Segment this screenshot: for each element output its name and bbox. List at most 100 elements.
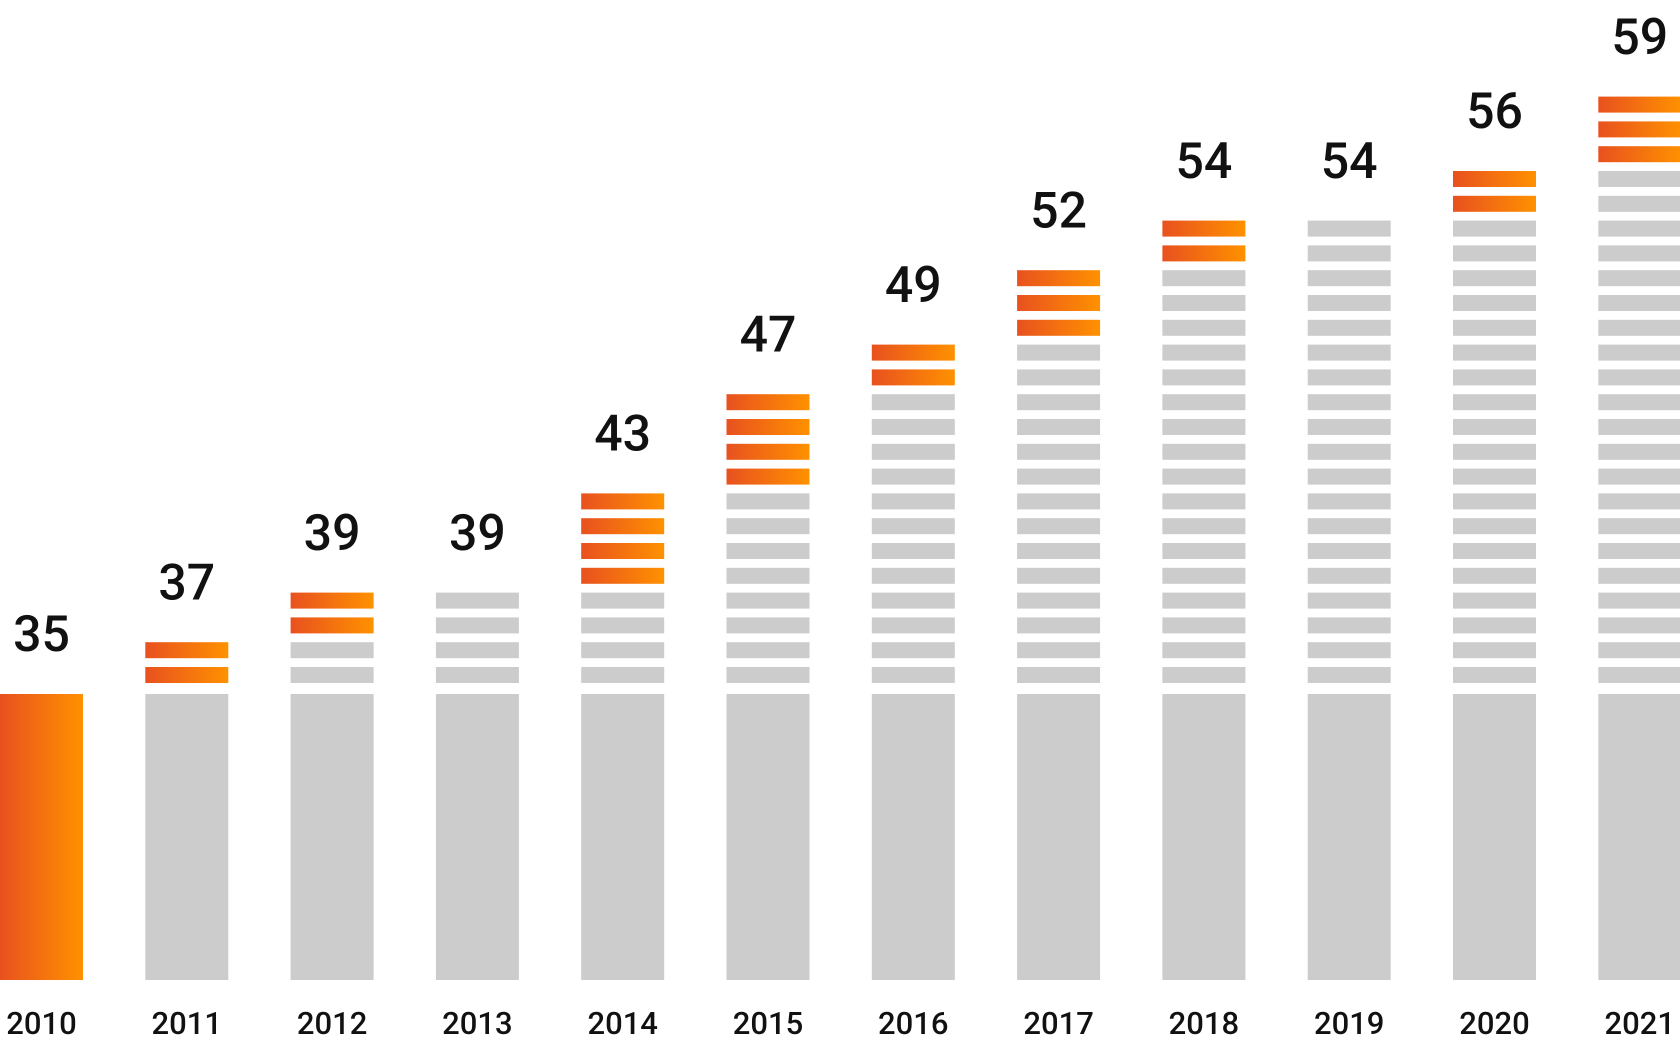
bar-stripe (1453, 295, 1536, 311)
value-label: 39 (304, 505, 361, 563)
bar-stripe (1307, 468, 1391, 485)
bar-stripe (1162, 617, 1246, 634)
bar-base (1453, 694, 1536, 980)
bar-stripe (1598, 121, 1680, 138)
value-label: 37 (158, 554, 215, 612)
bar-stripe (871, 394, 955, 411)
bar-stripe (435, 617, 519, 634)
bar-stripe (1017, 319, 1101, 336)
bar-stripe (1453, 592, 1536, 609)
x-tick-label: 2011 (152, 1005, 222, 1042)
bar-stripe (871, 443, 955, 460)
bar-stripe (1598, 592, 1680, 609)
bar-stripe (1598, 195, 1680, 212)
x-tick-label: 2015 (733, 1005, 803, 1042)
bar-stripe (1162, 567, 1246, 584)
bar-stripe (1453, 419, 1536, 435)
bar-base (145, 694, 229, 980)
bar (1162, 220, 1246, 980)
bar-stripe (1453, 270, 1536, 287)
bar-stripe (1598, 617, 1680, 634)
bar-stripe (1307, 493, 1391, 510)
bar-stripe (1307, 270, 1391, 287)
bar-stripe (1453, 344, 1536, 361)
bar-stripe (871, 543, 955, 559)
bar-stripe (1453, 369, 1536, 386)
bar-stripe (1598, 96, 1680, 113)
bar-stripe (726, 667, 810, 683)
bar-stripe (1307, 369, 1391, 386)
bar-stripe (1598, 493, 1680, 510)
bar-stripe (726, 518, 810, 535)
bar-stripe (871, 617, 955, 634)
bar (1307, 220, 1391, 980)
bar-stripe (1162, 443, 1246, 460)
bar-stripe (871, 344, 955, 361)
bar-stripe (871, 468, 955, 485)
bar-stripe (435, 592, 519, 609)
bar-stripe (1453, 220, 1536, 237)
bar-stripe (1162, 394, 1246, 411)
bar-stripe (1598, 220, 1680, 237)
bar-stripe (1017, 270, 1101, 287)
value-label: 43 (594, 406, 651, 464)
bar-stripe (726, 394, 810, 411)
bar-base (581, 694, 665, 980)
bar-stripe (1017, 667, 1101, 683)
bar-stripe (1162, 319, 1246, 336)
bar-stripe (1307, 518, 1391, 535)
bar-stripe (1162, 468, 1246, 485)
bar (726, 394, 810, 980)
bar-stripe (1307, 344, 1391, 361)
bar-stripe (435, 642, 519, 659)
value-label: 56 (1466, 83, 1523, 141)
bar-stripe (1162, 667, 1246, 683)
bar-stripe (1598, 344, 1680, 361)
bar-base (1598, 694, 1680, 980)
value-label: 52 (1030, 182, 1087, 240)
bar-stripe (581, 667, 665, 683)
bar-base (1017, 694, 1101, 980)
x-tick-label: 2019 (1314, 1005, 1384, 1042)
bar-stripe (1017, 443, 1101, 460)
bar-stripe (871, 642, 955, 659)
bar-stripe (1307, 319, 1391, 336)
bar-stripe (1162, 245, 1246, 262)
bar-stripe (726, 419, 810, 435)
bar-stripe (1598, 146, 1680, 163)
bar-stripe (1598, 245, 1680, 262)
bar-stripe (1598, 369, 1680, 386)
bar-stripe (1598, 567, 1680, 584)
bar-stripe (581, 518, 665, 535)
bar-base (1307, 694, 1391, 980)
bar-stripe (1453, 493, 1536, 510)
value-label: 49 (885, 257, 942, 315)
bar-stripe (1307, 592, 1391, 609)
bar-stripe (871, 369, 955, 386)
bar-stripe (1162, 592, 1246, 609)
bar (871, 344, 955, 980)
x-tick-label: 2020 (1459, 1005, 1529, 1042)
bar-stripe (1307, 220, 1391, 237)
bar-stripe (290, 642, 374, 659)
bar-stripe (1162, 295, 1246, 311)
bar-stripe (726, 468, 810, 485)
bar-stripe (1453, 394, 1536, 411)
bar-stripe (1162, 270, 1246, 287)
bar (0, 694, 83, 980)
bar-base (290, 694, 374, 980)
value-label: 59 (1611, 9, 1668, 67)
bar-stripe (1307, 642, 1391, 659)
bar (1453, 171, 1536, 980)
bar-stripe (1598, 518, 1680, 535)
bar-stripe (1162, 419, 1246, 435)
bar-stripe (145, 667, 229, 683)
bar-stripe (1307, 667, 1391, 683)
bar-base (726, 694, 810, 980)
value-label: 54 (1175, 133, 1232, 191)
bar-stripe (1162, 642, 1246, 659)
bar-stripe (1453, 642, 1536, 659)
bar-stripe (1598, 394, 1680, 411)
